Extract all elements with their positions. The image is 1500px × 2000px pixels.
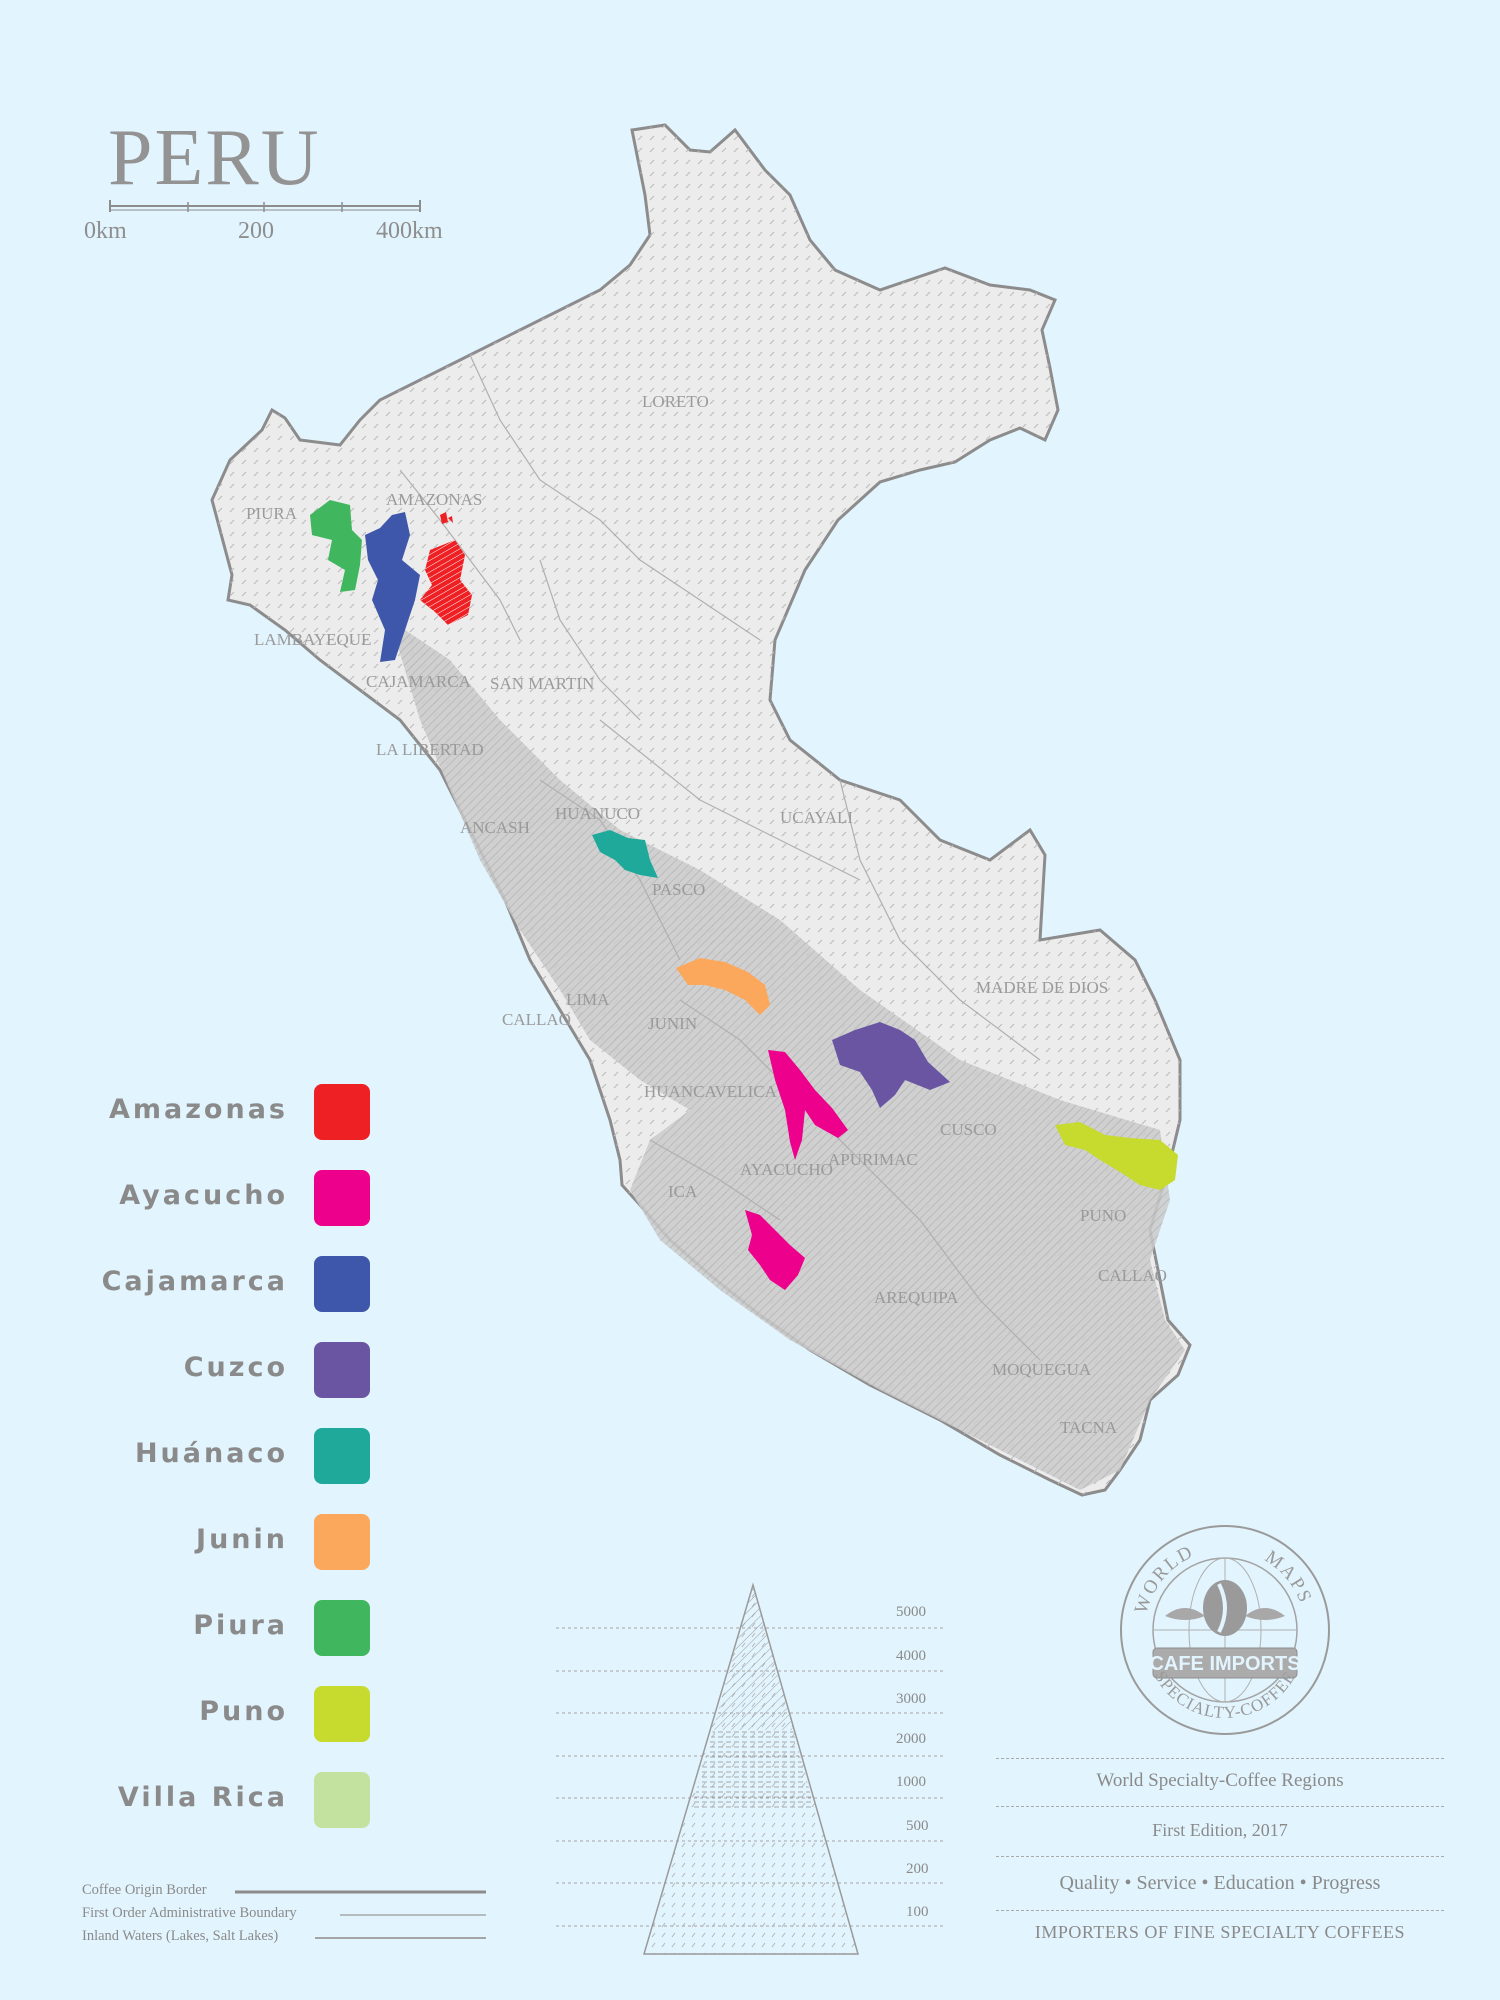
seal-top-right-text: MAPS xyxy=(1261,1547,1314,1607)
info-divider xyxy=(996,1910,1444,1911)
legend-swatch xyxy=(314,1600,370,1656)
info-line-1: World Specialty-Coffee Regions xyxy=(1096,1770,1344,1791)
elevation-label-2000: 2000 xyxy=(896,1731,926,1747)
region-label-amazonas: AMAZONAS xyxy=(386,490,483,509)
legend-item-piura: Piura xyxy=(0,1600,370,1656)
legend-label: Ayacucho xyxy=(119,1180,288,1211)
legend-label: Amazonas xyxy=(108,1094,288,1125)
region-label-san-martin: SAN MARTIN xyxy=(490,674,595,693)
region-label-ayacucho: AYACUCHO xyxy=(740,1160,833,1179)
legend-swatch xyxy=(314,1256,370,1312)
region-label-lima: LIMA xyxy=(566,990,610,1009)
region-label-callao: CALLAO xyxy=(502,1010,571,1029)
legend-label: Cajamarca xyxy=(101,1266,288,1297)
region-puno xyxy=(1055,1122,1178,1190)
info-divider xyxy=(996,1856,1444,1857)
elevation-label-1000: 1000 xyxy=(896,1774,926,1790)
region-huanuco xyxy=(592,830,658,878)
legend-item-cuzco: Cuzco xyxy=(0,1342,370,1398)
scale-label-400: 400km xyxy=(376,218,443,244)
cafe-imports-seal: CAFE IMPORTS WORLD MAPS SPECIALTY-COFFEE xyxy=(1120,1525,1330,1735)
elevation-cone xyxy=(556,1582,946,1955)
region-label-cajamarca: CAJAMARCA xyxy=(366,672,471,691)
legend-item-cajamarca: Cajamarca xyxy=(0,1256,370,1312)
legend-label: Villa Rica xyxy=(117,1782,288,1813)
legend-swatch xyxy=(314,1342,370,1398)
legend-item-puno: Puno xyxy=(0,1686,370,1742)
key-coffee-origin-border: Coffee Origin Border xyxy=(82,1882,207,1898)
coffee-region-legend: Amazonas Ayacucho Cajamarca Cuzco Huánac… xyxy=(0,1084,370,1834)
elevation-label-100: 100 xyxy=(906,1904,929,1920)
region-amazonas-b xyxy=(440,512,453,524)
legend-label: Piura xyxy=(193,1610,288,1641)
key-inland-waters: Inland Waters (Lakes, Salt Lakes) xyxy=(82,1928,279,1944)
legend-item-ayacucho: Ayacucho xyxy=(0,1170,370,1226)
info-line-3: Quality • Service • Education • Progress xyxy=(1059,1872,1381,1894)
region-label-la-libertad: LA LIBERTAD xyxy=(376,740,484,759)
region-amazonas xyxy=(420,540,472,625)
region-label-loreto: LORETO xyxy=(642,392,709,411)
region-label-junin: JUNIN xyxy=(648,1014,698,1033)
legend-label: Junin xyxy=(196,1524,288,1555)
legend-item-huanaco: Huánaco xyxy=(0,1428,370,1484)
legend-label: Huánaco xyxy=(134,1438,288,1469)
seal-top-text: WORLD xyxy=(1131,1541,1196,1616)
elevation-label-5000: 5000 xyxy=(896,1604,926,1620)
info-line-2: First Edition, 2017 xyxy=(1152,1820,1288,1840)
legend-swatch xyxy=(314,1514,370,1570)
scale-label-200: 200 xyxy=(238,218,274,244)
region-label-apurimac: APURIMAC xyxy=(828,1150,918,1169)
elevation-label-500: 500 xyxy=(906,1818,929,1834)
region-label-lambayeque: LAMBAYEQUE xyxy=(254,630,372,649)
region-junin xyxy=(676,958,770,1015)
key-line-samples xyxy=(235,1890,486,1939)
region-label-pasco: PASCO xyxy=(652,880,706,899)
region-cuzco xyxy=(832,1022,950,1108)
region-label-callao-2: CALLAO xyxy=(1098,1266,1167,1285)
region-label-huancavelica: HUANCAVELICA xyxy=(644,1082,777,1101)
legend-item-amazonas: Amazonas xyxy=(0,1084,370,1140)
legend-swatch xyxy=(314,1170,370,1226)
elevation-label-200: 200 xyxy=(906,1861,929,1877)
region-label-puno: PUNO xyxy=(1080,1206,1127,1225)
scale-bar xyxy=(109,200,421,212)
svg-text:MAPS: MAPS xyxy=(1261,1547,1316,1607)
region-label-piura: PIURA xyxy=(246,504,298,523)
region-label-huanuco: HUANUCO xyxy=(555,804,640,823)
legend-item-junin: Junin xyxy=(0,1514,370,1570)
info-divider xyxy=(996,1806,1444,1807)
legend-label: Puno xyxy=(199,1696,288,1727)
region-label-arequipa: AREQUIPA xyxy=(874,1288,959,1307)
info-divider xyxy=(996,1758,1444,1759)
region-label-ucayali: UCAYALI xyxy=(780,808,854,827)
legend-swatch xyxy=(314,1686,370,1742)
legend-swatch xyxy=(314,1428,370,1484)
region-label-madre-de-dios: MADRE DE DIOS xyxy=(976,978,1109,997)
region-label-cusco: CUSCO xyxy=(940,1120,997,1139)
region-ayacucho xyxy=(768,1050,848,1160)
region-piura xyxy=(310,500,362,592)
legend-swatch xyxy=(314,1084,370,1140)
info-line-4: IMPORTERS OF FINE SPECIALTY COFFEES xyxy=(1034,1922,1406,1942)
svg-text:WORLD: WORLD xyxy=(1131,1541,1198,1616)
region-label-tacna: TACNA xyxy=(1060,1418,1118,1437)
key-admin-boundary: First Order Administrative Boundary xyxy=(82,1905,297,1921)
region-label-moquegua: MOQUEGUA xyxy=(992,1360,1092,1379)
scale-label-0: 0km xyxy=(84,218,127,244)
region-cajamarca xyxy=(365,512,420,662)
region-label-ancash: ANCASH xyxy=(460,818,530,837)
elevation-label-3000: 3000 xyxy=(896,1691,926,1707)
legend-swatch xyxy=(314,1772,370,1828)
region-ayacucho-b xyxy=(745,1210,805,1290)
legend-label: Cuzco xyxy=(183,1352,288,1383)
legend-item-villa-rica: Villa Rica xyxy=(0,1772,370,1828)
map-title: PERU xyxy=(108,114,321,202)
seal-banner: CAFE IMPORTS xyxy=(1149,1653,1300,1675)
region-label-ica: ICA xyxy=(668,1182,698,1201)
elevation-label-4000: 4000 xyxy=(896,1648,926,1664)
